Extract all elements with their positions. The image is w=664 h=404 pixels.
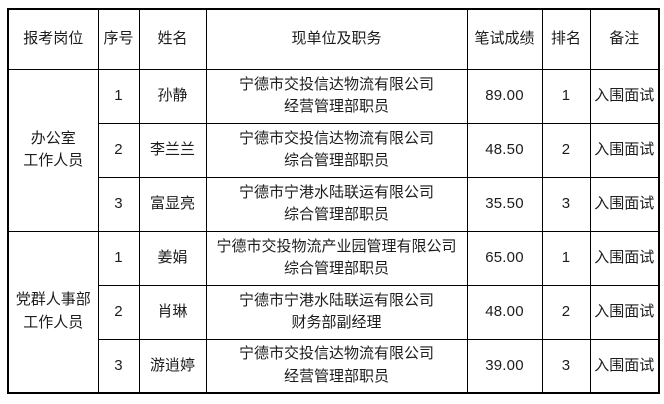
- unit-line2: 财务部副经理: [291, 314, 382, 331]
- table-row: 3 富显亮 宁德市宁港水陆联运有限公司 综合管理部职员 35.50 3 入围面试: [8, 176, 660, 232]
- cell-score: 89.00: [466, 68, 543, 124]
- cell-score: 39.00: [466, 338, 543, 394]
- table-row: 2 李兰兰 宁德市交投信达物流有限公司 综合管理部职员 48.50 2 入围面试: [8, 122, 660, 178]
- header-cell-score: 笔试成绩: [466, 8, 543, 70]
- unit-line2: 综合管理部职员: [283, 206, 389, 223]
- cell-name: 游逍婷: [138, 338, 207, 394]
- cell-name: 富显亮: [138, 176, 207, 232]
- cell-unit: 宁德市宁港水陆联运有限公司 财务部副经理: [205, 284, 468, 340]
- cell-index: 3: [97, 338, 140, 394]
- cell-unit: 宁德市交投信达物流有限公司 综合管理部职员: [205, 122, 468, 178]
- cell-rank: 2: [541, 122, 591, 178]
- cell-name: 李兰兰: [138, 122, 207, 178]
- cell-remark: 入围面试: [589, 230, 660, 286]
- cell-index: 1: [97, 68, 140, 124]
- cell-unit: 宁德市宁港水陆联运有限公司 综合管理部职员: [205, 176, 468, 232]
- group-position-line2: 工作人员: [23, 152, 84, 169]
- cell-score: 65.00: [466, 230, 543, 286]
- header-cell-index: 序号: [97, 8, 140, 70]
- unit-line1: 宁德市交投信达物流有限公司: [238, 75, 434, 93]
- cell-score: 35.50: [466, 176, 543, 232]
- table-row: 党群人事部 工作人员 1 姜娟 宁德市交投物流产业园管理有限公司 综合管理部职员…: [7, 230, 660, 394]
- cell-unit: 宁德市交投信达物流有限公司 经营管理部职员: [205, 338, 468, 394]
- header-cell-rank: 排名: [541, 8, 591, 70]
- table-row: 办公室 工作人员 1 孙静 宁德市交投信达物流有限公司 经营管理部职员 89.0…: [7, 68, 660, 232]
- unit-line1: 宁德市交投信达物流有限公司: [238, 345, 434, 363]
- cell-remark: 入围面试: [589, 176, 660, 232]
- unit-line2: 综合管理部职员: [283, 152, 389, 169]
- unit-line1: 宁德市交投信达物流有限公司: [238, 129, 434, 147]
- table-row: 3 游逍婷 宁德市交投信达物流有限公司 经营管理部职员 39.00 3 入围面试: [8, 338, 660, 394]
- cell-unit: 宁德市交投物流产业园管理有限公司 综合管理部职员: [205, 230, 468, 286]
- cell-name: 肖琳: [138, 284, 207, 340]
- header-cell-unit: 现单位及职务: [205, 8, 468, 70]
- table-header-row: 报考岗位 序号 姓名 现单位及职务 笔试成绩 排名 备注: [7, 8, 660, 70]
- unit-line1: 宁德市宁港水陆联运有限公司: [238, 183, 434, 201]
- cell-rank: 3: [541, 338, 591, 394]
- cell-rank: 1: [541, 68, 591, 124]
- cell-rank: 3: [541, 176, 591, 232]
- cell-name: 孙静: [138, 68, 207, 124]
- unit-line1: 宁德市宁港水陆联运有限公司: [238, 291, 434, 309]
- table-row: 2 肖琳 宁德市宁港水陆联运有限公司 财务部副经理 48.00 2 入围面试: [8, 284, 660, 340]
- group-position-cell: 办公室 工作人员: [7, 68, 99, 232]
- cell-name: 姜娟: [138, 230, 207, 286]
- cell-score: 48.00: [466, 284, 543, 340]
- header-cell-position: 报考岗位: [7, 8, 99, 70]
- group-position-line1: 党群人事部: [15, 291, 91, 309]
- cell-index: 2: [97, 122, 140, 178]
- cell-remark: 入围面试: [589, 284, 660, 340]
- header-cell-remark: 备注: [589, 8, 660, 70]
- cell-rank: 2: [541, 284, 591, 340]
- group-position-line1: 办公室: [30, 129, 76, 147]
- cell-remark: 入围面试: [589, 338, 660, 394]
- cell-index: 1: [97, 230, 140, 286]
- cell-score: 48.50: [466, 122, 543, 178]
- unit-line2: 经营管理部职员: [283, 98, 389, 115]
- cell-index: 2: [97, 284, 140, 340]
- exam-results-table: 报考岗位 序号 姓名 现单位及职务 笔试成绩 排名 备注 办公室 工作人员 1 …: [7, 8, 660, 394]
- cell-remark: 入围面试: [589, 122, 660, 178]
- cell-rank: 1: [541, 230, 591, 286]
- group-position-line2: 工作人员: [23, 313, 84, 331]
- unit-line2: 经营管理部职员: [283, 367, 389, 385]
- group-position-cell: 党群人事部 工作人员: [7, 230, 99, 394]
- header-cell-name: 姓名: [138, 8, 207, 70]
- cell-index: 3: [97, 176, 140, 232]
- cell-remark: 入围面试: [589, 68, 660, 124]
- unit-line1: 宁德市交投物流产业园管理有限公司: [216, 237, 457, 255]
- cell-unit: 宁德市交投信达物流有限公司 经营管理部职员: [205, 68, 468, 124]
- unit-line2: 综合管理部职员: [283, 260, 389, 277]
